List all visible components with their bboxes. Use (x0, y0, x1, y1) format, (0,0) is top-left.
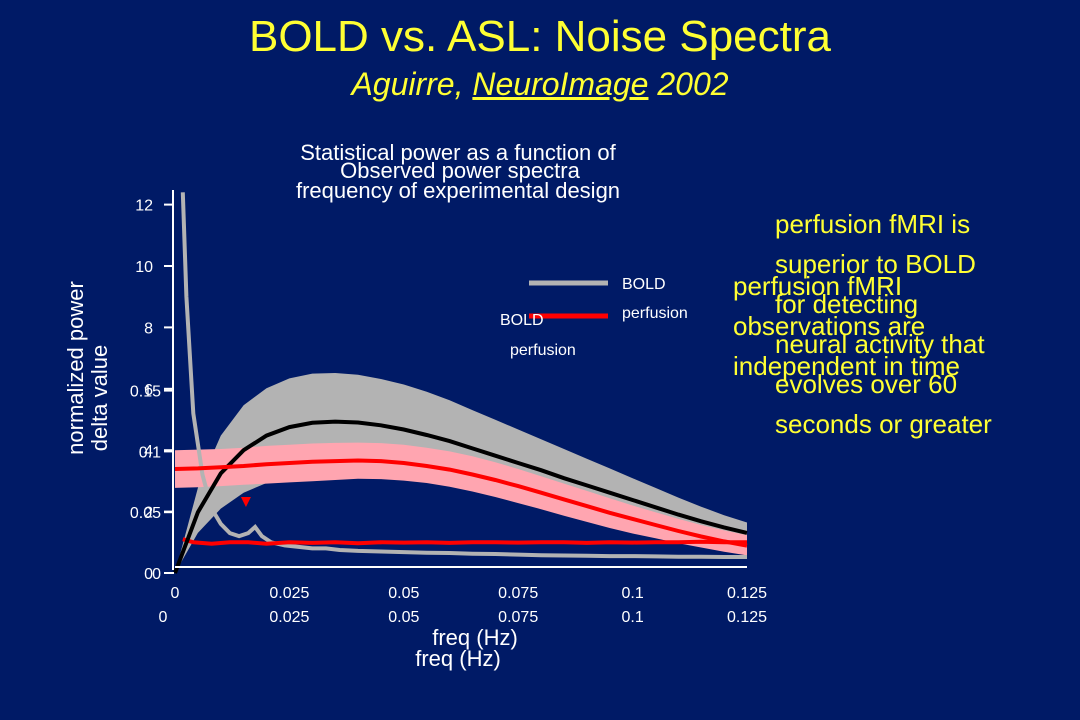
spectrum-x-tick-label: 0.075 (498, 609, 538, 626)
spectrum-x-tick-label: 0 (159, 609, 168, 626)
power-title-line1: Statistical power as a function of (300, 140, 616, 165)
power-x-tick-label: 0 (171, 585, 180, 602)
subtitle-year: 2002 (657, 66, 729, 102)
legend-perfusion-label: perfusion (622, 305, 688, 322)
spectrum-ylabel: normalized power (63, 281, 88, 455)
power-xlabel: freq (Hz) (432, 625, 518, 650)
peak-marker (240, 497, 251, 507)
spectrum-y-tick-label: 6 (144, 382, 153, 399)
bold-spectrum-line (180, 192, 747, 559)
legend-power-bold-label: BOLD (500, 312, 544, 329)
spectrum-x-tick-label: 0.05 (388, 609, 419, 626)
right-text-line: perfusion fMRI (733, 271, 903, 301)
power-ylabel: delta value (87, 345, 112, 451)
power-x-tick-label: 0.025 (269, 585, 309, 602)
right-text-superior: perfusion fMRI is superior to BOLD for det… (775, 204, 992, 444)
power-x-tick-label: 0.125 (727, 585, 767, 602)
power-y-tick-label: 0.05 (130, 505, 161, 522)
bold-power-line (173, 419, 748, 574)
power-title-line2: frequency of experimental design (296, 178, 620, 203)
spectrum-x-tick-label: 0.025 (269, 609, 309, 626)
spectrum-y-tick-label: 2 (144, 505, 153, 522)
legend-power-perfusion-label: perfusion (510, 342, 576, 359)
slide-title: BOLD vs. ASL: Noise Spectra (248, 12, 832, 61)
power-x-tick-label: 0.05 (388, 585, 419, 602)
spectrum-title: Observed power spectra (340, 158, 580, 183)
right-text-line: seconds or greater (775, 409, 992, 439)
power-y-tick-label: 0.1 (139, 444, 161, 461)
spectrum-y-tick-label: 0 (144, 566, 153, 583)
right-text-line: perfusion fMRI is (775, 209, 971, 239)
spectrum-xlabel: freq (Hz) (415, 646, 501, 671)
right-text-line: independent in time (733, 351, 960, 381)
power-x-tick-label: 0.1 (621, 585, 643, 602)
spectrum-y-tick-label: 8 (144, 320, 153, 337)
legend-bold-label: BOLD (622, 276, 666, 293)
right-text-independent: perfusion fMRI observations are independen… (733, 266, 960, 386)
right-text-line: neural activity that (775, 329, 985, 359)
right-text-line: superior to BOLD (775, 249, 976, 279)
right-text-line: evolves over 60 (775, 369, 958, 399)
slide-subtitle: Aguirre, NeuroImage 2002 (0, 66, 1080, 103)
perfusion-power-band (175, 442, 747, 556)
spectrum-y-tick-label: 12 (135, 198, 153, 215)
power-y-tick-label: 0.15 (130, 384, 161, 401)
perfusion-spectrum-line (182, 537, 747, 546)
subtitle-author: Aguirre, (351, 66, 464, 102)
right-text-line: for detecting (775, 289, 919, 319)
right-text-line: observations are (733, 311, 926, 341)
spectrum-y-tick-label: 4 (144, 443, 153, 460)
subtitle-journal: NeuroImage (472, 66, 649, 102)
spectrum-y-tick-label: 10 (135, 259, 153, 276)
perfusion-power-line (174, 458, 748, 548)
power-x-tick-label: 0.075 (498, 585, 538, 602)
power-y-tick-label: 0 (152, 566, 161, 583)
spectrum-x-tick-label: 0.1 (621, 609, 643, 626)
spectrum-x-tick-label: 0.125 (727, 609, 767, 626)
